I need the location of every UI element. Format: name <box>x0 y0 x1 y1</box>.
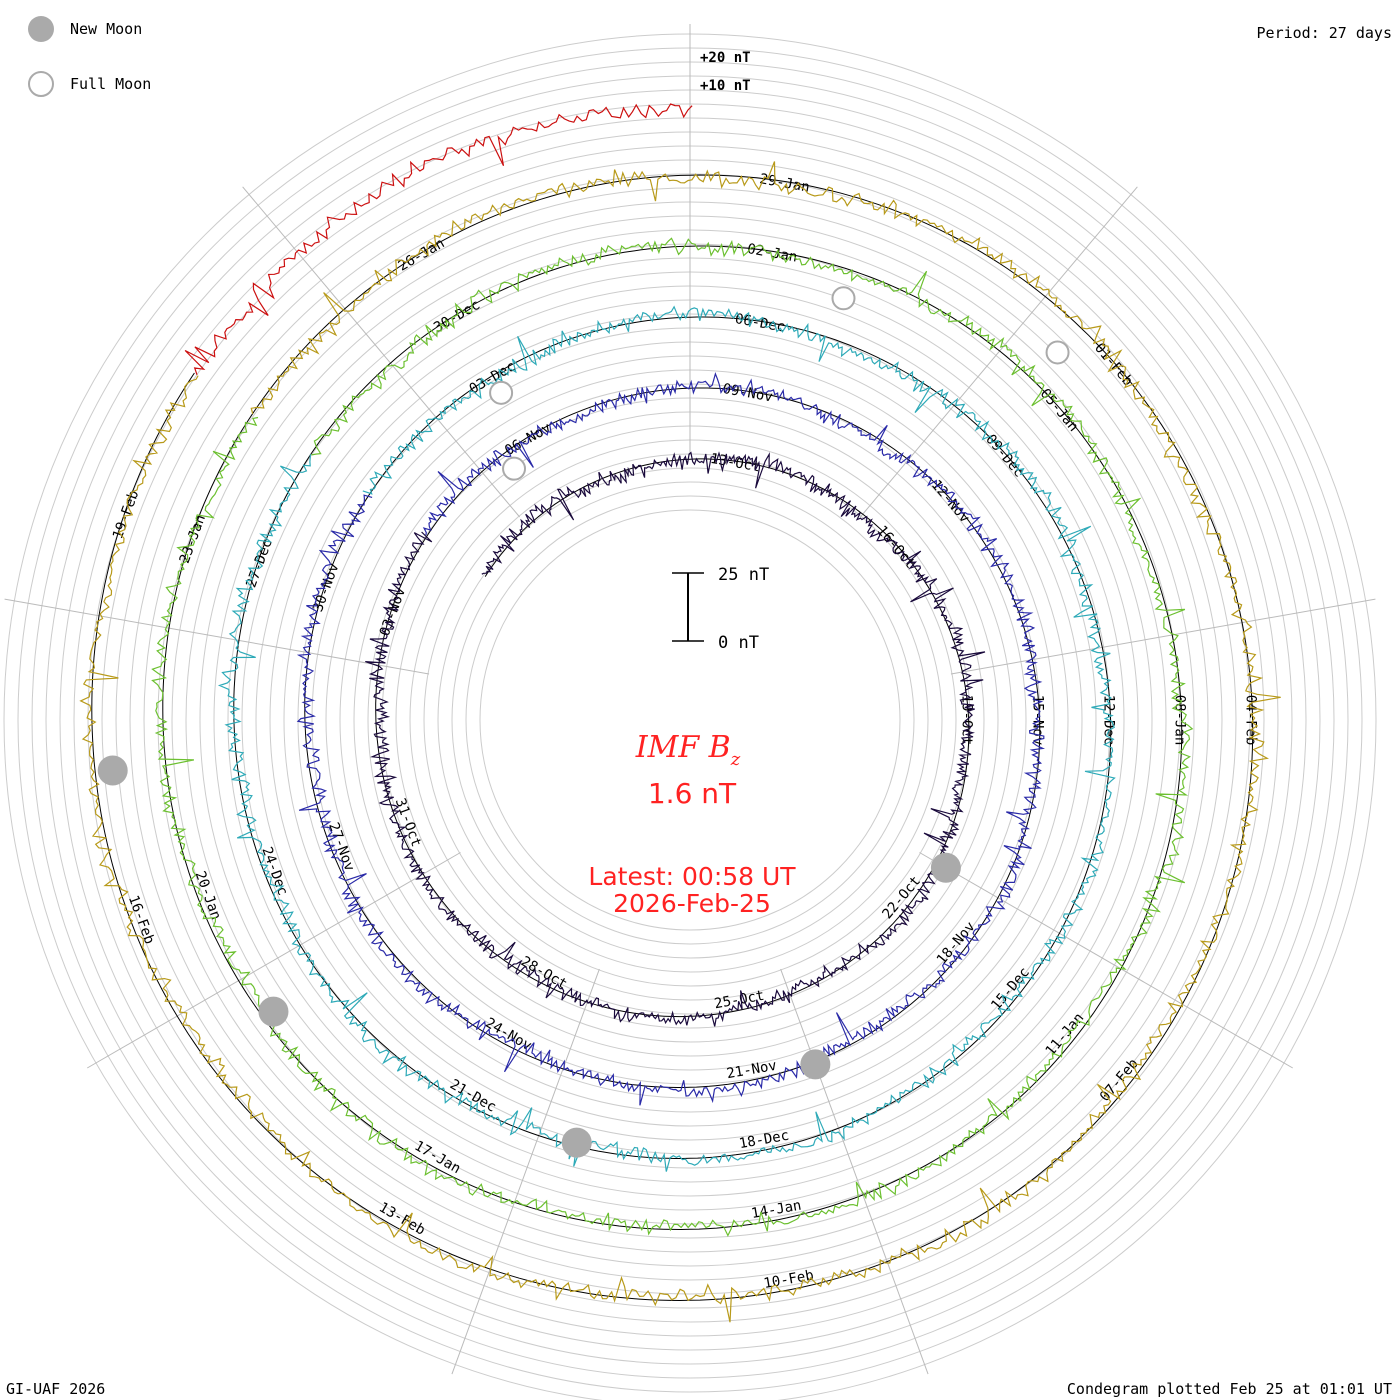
date-label: 15-Dec <box>988 964 1033 1013</box>
grid-circle <box>465 495 915 945</box>
date-label: 29-Jan <box>758 171 811 196</box>
date-label: 11-Jan <box>1043 1010 1088 1059</box>
new-moon-icon <box>28 16 54 42</box>
new-moon-marker <box>561 1127 592 1158</box>
scale-bar-bottom-label: 0 nT <box>718 633 759 653</box>
new-moon-marker <box>97 755 128 786</box>
date-label: 01-Feb <box>1091 340 1136 389</box>
center-title-subscript: z <box>730 749 741 770</box>
grid-spoke <box>4 598 430 675</box>
grid-spoke <box>950 598 1376 675</box>
date-label: 20-Jan <box>192 869 224 922</box>
grid-circle <box>339 369 1041 1071</box>
spiral-baseline-5 <box>91 174 1254 1302</box>
legend-new-moon-label: New Moon <box>70 20 143 38</box>
full-moon-marker <box>489 380 514 405</box>
grid-layer <box>3 24 1377 1400</box>
full-moon-marker <box>1045 340 1070 365</box>
center-title: IMF Bz <box>635 730 741 770</box>
date-label: 21-Dec <box>447 1077 499 1116</box>
center-latest-date: 2026-Feb-25 <box>613 889 771 918</box>
grid-circle <box>479 509 901 931</box>
full-moon-marker <box>502 456 527 481</box>
grid-circle <box>367 397 1013 1043</box>
date-label: 19-Feb <box>110 488 142 541</box>
data-trace-28-Nov <box>217 305 1116 1172</box>
credit-label: GI-UAF 2026 <box>6 1380 106 1398</box>
date-label: 25-Oct <box>713 988 766 1013</box>
grid-circle <box>451 481 929 959</box>
data-trace-21-Jan <box>79 161 1281 1323</box>
date-label: 04-Feb <box>1243 695 1259 746</box>
grid-spoke <box>919 852 1294 1069</box>
spiral-baseline-3 <box>233 316 1112 1159</box>
center-current-value: 1.6 nT <box>648 777 737 810</box>
legend-full-moon: Full Moon <box>28 71 151 97</box>
new-moon-marker <box>800 1049 831 1080</box>
scale-bar-top-label: 25 nT <box>718 565 769 585</box>
data-trace-01-Nov <box>296 372 1046 1106</box>
date-label: 17-Jan <box>411 1138 463 1177</box>
spiral-baseline-4 <box>162 245 1183 1231</box>
new-moon-marker <box>258 996 289 1027</box>
ring-scale-label: +10 nT <box>700 78 751 94</box>
data-trace-17-Feb <box>184 103 693 375</box>
data-trace-25-Dec <box>151 237 1194 1237</box>
plotted-label: Condegram plotted Feb 25 at 01:01 UT <box>1066 1380 1392 1398</box>
legend-full-moon-label: Full Moon <box>70 75 152 93</box>
date-label: 08-Jan <box>1172 695 1188 746</box>
grid-spoke <box>859 186 1138 518</box>
date-label: 10-Feb <box>762 1267 815 1292</box>
grid-spoke <box>86 852 461 1069</box>
ring-scale: +20 nT +10 nT <box>700 50 751 94</box>
date-label: 05-Jan <box>1037 386 1082 435</box>
legend-new-moon: New Moon <box>28 16 142 42</box>
grid-circle <box>437 467 943 973</box>
scale-bar: 25 nT 0 nT <box>672 565 769 653</box>
center-latest-label: Latest: 00:58 UT <box>588 862 796 891</box>
moon-layer <box>97 286 1070 1158</box>
period-label: Period: 27 days <box>1256 24 1392 42</box>
full-moon-icon <box>28 71 54 97</box>
date-label: 24-Dec <box>258 845 290 898</box>
ring-scale-label: +20 nT <box>700 50 751 66</box>
grid-circle <box>311 341 1069 1099</box>
grid-circle <box>325 355 1055 1085</box>
new-moon-marker <box>930 852 961 883</box>
data-layer <box>79 103 1281 1323</box>
full-moon-marker <box>831 286 856 311</box>
grid-spoke <box>451 968 600 1375</box>
spiral-baseline-1 <box>375 458 970 1018</box>
grid-spoke <box>242 186 521 518</box>
date-label: 14-Jan <box>750 1198 803 1223</box>
data-trace-05-Oct <box>365 451 986 1027</box>
grid-spoke <box>780 968 929 1375</box>
